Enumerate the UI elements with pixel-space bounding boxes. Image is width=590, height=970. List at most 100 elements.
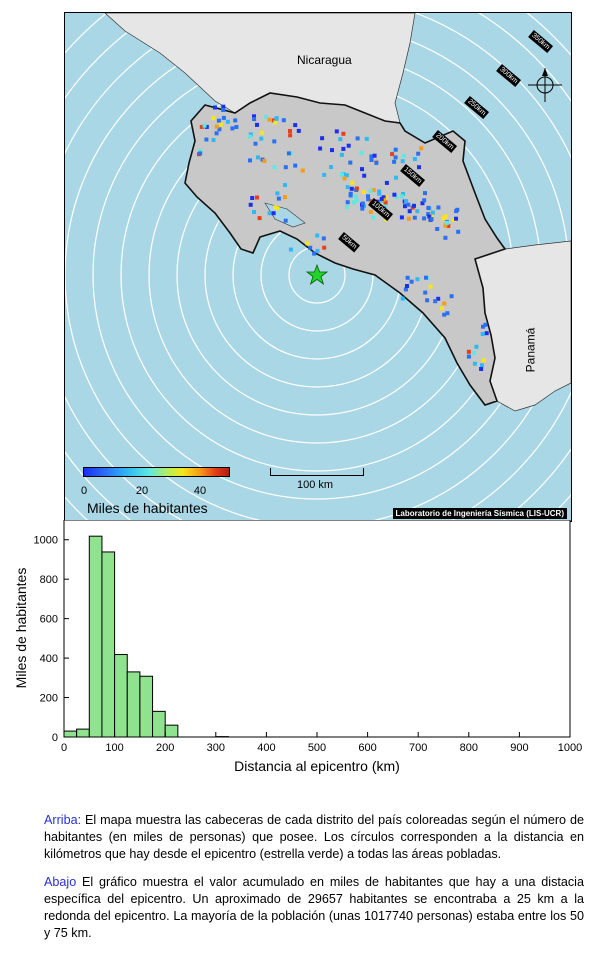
- district-marker: [403, 287, 408, 292]
- district-marker: [481, 324, 485, 329]
- district-marker: [334, 129, 339, 134]
- district-marker: [433, 299, 438, 304]
- district-marker: [400, 296, 405, 301]
- district-marker: [377, 191, 382, 196]
- district-marker: [407, 209, 412, 214]
- district-marker: [271, 211, 276, 216]
- district-marker: [419, 146, 424, 151]
- district-marker: [401, 192, 405, 196]
- district-marker: [393, 155, 398, 160]
- district-marker: [288, 133, 293, 138]
- district-marker: [262, 159, 267, 163]
- district-marker: [330, 148, 334, 153]
- district-marker: [383, 200, 388, 205]
- district-marker: [455, 207, 460, 212]
- histogram-bar-50: [88, 535, 103, 738]
- district-marker: [221, 104, 226, 109]
- district-marker: [354, 186, 359, 191]
- district-marker: [264, 114, 269, 119]
- district-marker: [360, 167, 364, 172]
- x-tick-label: 800: [460, 742, 478, 754]
- x-axis-ticks: 0 100 200 300 400 500 600 700 800 900 1000: [61, 732, 582, 754]
- caption-paragraph-top: Arriba: El mapa muestra las cabeceras de…: [44, 812, 584, 863]
- district-marker: [392, 192, 397, 197]
- district-marker: [267, 211, 272, 216]
- district-marker: [423, 290, 428, 295]
- district-marker: [480, 332, 485, 336]
- district-marker: [399, 194, 404, 199]
- district-marker: [443, 214, 448, 219]
- x-tick-label: 700: [409, 742, 427, 754]
- district-marker: [360, 206, 365, 211]
- colorbar-tick-0: 0: [80, 485, 88, 497]
- y-tick-label: 1000: [34, 535, 58, 547]
- district-marker: [415, 209, 420, 214]
- district-marker: [211, 138, 216, 142]
- district-marker: [233, 118, 238, 123]
- district-marker: [305, 241, 310, 246]
- district-marker: [403, 204, 407, 209]
- district-marker: [472, 350, 477, 355]
- y-tick-label: 600: [40, 614, 58, 626]
- district-marker: [393, 147, 398, 152]
- district-marker: [260, 130, 265, 135]
- district-marker: [441, 216, 446, 221]
- district-marker: [369, 158, 374, 162]
- district-marker: [372, 153, 377, 158]
- district-marker: [345, 185, 350, 190]
- district-marker: [321, 236, 326, 241]
- y-axis-label: Miles de habitantes: [13, 568, 29, 689]
- district-marker: [377, 189, 382, 194]
- district-marker: [274, 116, 279, 121]
- district-marker: [338, 137, 343, 142]
- district-marker: [354, 194, 359, 199]
- district-marker: [444, 221, 449, 225]
- district-marker: [443, 235, 448, 240]
- histogram-bar-200: [164, 724, 179, 738]
- district-marker: [426, 212, 431, 217]
- district-marker: [420, 201, 425, 206]
- district-marker: [422, 198, 427, 203]
- colorbar-legend: 0 20 40 Miles de habitantes: [81, 467, 230, 516]
- costa-rica-land: [184, 92, 507, 406]
- district-marker: [442, 312, 447, 317]
- district-marker: [374, 160, 379, 165]
- district-marker: [466, 349, 471, 354]
- y-tick-label: 0: [52, 732, 58, 744]
- district-marker: [322, 172, 327, 177]
- district-marker: [202, 123, 207, 128]
- district-marker: [422, 216, 427, 221]
- district-marker: [427, 214, 432, 219]
- scale-bar: [270, 468, 364, 476]
- district-marker: [225, 119, 230, 124]
- district-marker: [273, 120, 278, 125]
- district-marker: [320, 136, 325, 141]
- panama-label: Panamá: [523, 327, 538, 373]
- district-marker: [216, 118, 221, 123]
- scale-bar-label: 100 km: [297, 479, 334, 491]
- district-marker: [436, 296, 441, 301]
- histogram-bar-175: [152, 710, 166, 738]
- district-marker: [259, 136, 264, 141]
- district-marker: [480, 363, 484, 368]
- district-marker: [364, 136, 369, 141]
- map-graphic: [65, 13, 571, 521]
- district-marker: [272, 165, 277, 170]
- district-marker: [472, 361, 477, 366]
- district-marker: [315, 233, 320, 238]
- district-marker: [362, 173, 367, 178]
- district-marker: [318, 146, 323, 151]
- district-marker: [329, 165, 333, 169]
- district-marker: [275, 206, 280, 211]
- district-marker: [384, 195, 389, 199]
- seismic-map: Nicaragua Panamá 50km 100km 150km 200km …: [64, 12, 572, 522]
- district-marker: [214, 124, 219, 129]
- x-tick-label: 300: [207, 742, 225, 754]
- histogram-bar-150: [139, 675, 154, 738]
- district-marker: [446, 224, 451, 228]
- district-marker: [369, 154, 374, 159]
- district-marker: [451, 218, 456, 222]
- district-marker: [440, 306, 444, 311]
- district-marker: [252, 114, 256, 119]
- district-marker: [417, 165, 421, 170]
